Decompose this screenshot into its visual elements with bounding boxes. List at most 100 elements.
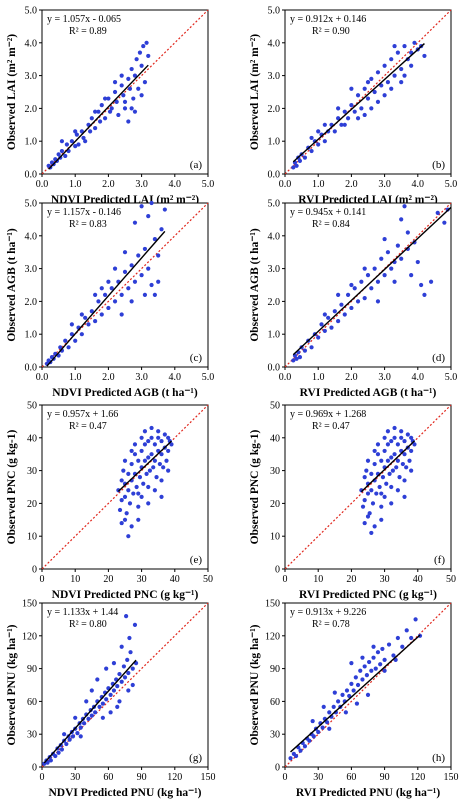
y-tick-label: 2.0 xyxy=(25,297,38,308)
data-point xyxy=(89,116,94,121)
x-tick-label: 3.0 xyxy=(135,372,148,383)
data-point xyxy=(104,666,109,671)
y-axis-label: Observed AGB (t ha⁻¹) xyxy=(6,228,18,342)
data-point xyxy=(152,442,157,447)
data-point xyxy=(59,139,65,144)
data-point xyxy=(136,504,141,509)
data-point xyxy=(385,429,391,434)
data-point xyxy=(108,692,113,697)
data-point xyxy=(84,699,89,704)
panel-label: (d) xyxy=(432,352,445,364)
y-tick-label: 30 xyxy=(270,466,280,477)
data-point xyxy=(294,163,299,168)
data-point xyxy=(402,204,407,209)
data-point xyxy=(124,511,129,516)
data-point xyxy=(112,266,118,271)
data-point xyxy=(442,220,447,225)
data-point xyxy=(399,66,404,72)
data-point xyxy=(159,494,164,499)
data-point xyxy=(402,73,407,78)
data-point xyxy=(365,458,371,463)
data-point xyxy=(70,734,76,739)
data-point xyxy=(302,744,308,749)
data-point xyxy=(93,710,98,715)
data-point xyxy=(142,442,148,447)
data-point xyxy=(159,438,164,444)
y-tick-label: 1.0 xyxy=(268,330,281,341)
data-point xyxy=(74,132,79,137)
data-point xyxy=(89,688,94,693)
data-point xyxy=(369,286,374,291)
x-tick-label: 2.0 xyxy=(345,372,358,383)
y-tick-label: 4.0 xyxy=(268,38,281,49)
r-squared: R² = 0.83 xyxy=(69,219,107,230)
data-point xyxy=(322,312,327,317)
x-tick-label: 5.0 xyxy=(445,372,458,383)
x-tick-label: 150 xyxy=(201,772,216,783)
data-point xyxy=(141,43,146,49)
data-point xyxy=(132,622,138,627)
data-point xyxy=(119,292,124,297)
data-point xyxy=(372,524,377,529)
data-point xyxy=(152,488,157,493)
data-point xyxy=(336,699,341,704)
data-point xyxy=(412,40,417,45)
data-point xyxy=(374,491,379,496)
data-point xyxy=(151,465,156,470)
data-point xyxy=(385,458,391,463)
y-tick-label: 120 xyxy=(265,631,280,642)
data-point xyxy=(121,93,126,98)
x-tick-label: 90 xyxy=(380,772,390,783)
y-tick-label: 4.0 xyxy=(25,38,38,49)
data-point xyxy=(291,165,296,170)
data-point xyxy=(109,286,114,291)
x-axis-label: RVI Predicted AGB (t ha⁻¹) xyxy=(300,387,437,399)
r-squared: R² = 0.47 xyxy=(312,421,350,432)
data-point xyxy=(402,478,407,483)
data-point xyxy=(359,106,364,111)
data-point xyxy=(309,345,314,350)
data-point xyxy=(129,106,134,111)
y-tick-label: 0 xyxy=(32,763,37,774)
chart-panel: 0 30 60 90 120 150 0 30 60 90 120 150 y = 0.913x + 9… xyxy=(249,599,459,800)
data-point xyxy=(412,442,417,447)
fit-line xyxy=(290,634,421,753)
data-point xyxy=(379,504,384,509)
data-point xyxy=(125,657,130,662)
data-point xyxy=(364,468,369,473)
data-point xyxy=(385,442,391,447)
data-point xyxy=(132,109,138,114)
data-point xyxy=(117,699,122,704)
data-point xyxy=(409,468,414,473)
data-point xyxy=(407,458,412,463)
x-tick-label: 60 xyxy=(346,772,356,783)
data-point xyxy=(384,481,389,486)
data-point xyxy=(95,677,100,682)
x-tick-label: 20 xyxy=(103,574,113,585)
data-point xyxy=(106,305,111,311)
data-point xyxy=(122,99,128,104)
x-axis-label: NDVI Predicted PNU (kg ha⁻¹) xyxy=(48,787,201,799)
y-tick-label: 50 xyxy=(270,401,280,412)
x-tick-label: 4.0 xyxy=(169,372,182,383)
fit-equation: y = 1.157x - 0.146 xyxy=(47,207,121,218)
data-point xyxy=(339,302,344,307)
data-point xyxy=(126,471,131,476)
data-point xyxy=(382,93,387,98)
data-point xyxy=(108,710,113,715)
data-point xyxy=(149,200,154,206)
data-point xyxy=(355,299,361,304)
data-point xyxy=(63,338,68,343)
data-point xyxy=(132,73,138,78)
data-point xyxy=(139,494,144,499)
identity-line xyxy=(41,202,209,368)
data-point xyxy=(362,86,367,91)
data-point xyxy=(93,292,98,297)
data-point xyxy=(106,279,111,284)
data-point xyxy=(409,635,414,641)
y-axis-label: Observed PNU (kg ha⁻¹) xyxy=(6,624,18,745)
data-point xyxy=(326,315,331,320)
data-point xyxy=(117,671,122,677)
data-point xyxy=(382,494,387,499)
x-tick-label: 0.0 xyxy=(36,372,49,383)
